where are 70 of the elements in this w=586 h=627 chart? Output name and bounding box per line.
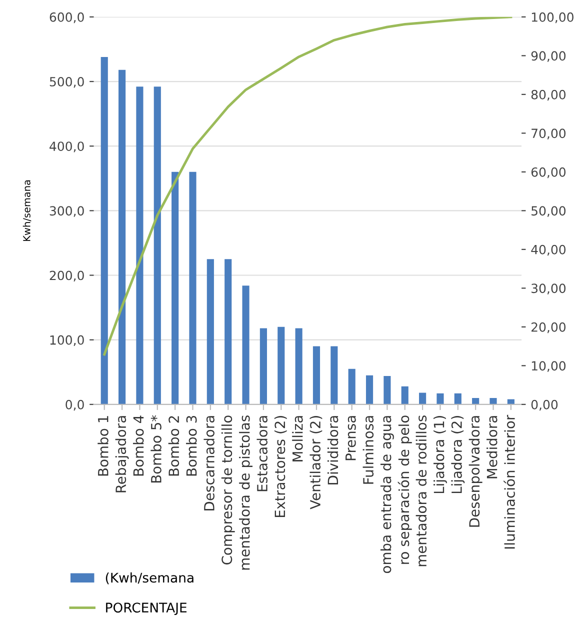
x-tick-label: Lijadora (1) [434,416,447,494]
y-tick-label: 400,0 [50,142,84,152]
y2-tick-label: 100,00 [532,12,574,24]
bar [454,393,462,404]
x-tick-label: Prensa [346,416,356,460]
y2-tick-label: 40,00 [531,244,566,256]
bar [100,56,108,404]
x-tick-label: Desenpolvadora [468,416,482,527]
bar [172,172,179,404]
x-tick-label: Descarnadora [204,416,214,510]
legend-label: (Kwh/semana [106,572,194,584]
x-tick-label: Bombo 1 [98,416,108,476]
bar [206,259,214,404]
y-tick-label: 600,0 [50,12,84,24]
x-tick-label: Bombo 3 [186,416,197,476]
bar [401,386,408,404]
y2-tick-label: 10,00 [532,361,566,372]
bar [348,368,356,404]
x-tick-label: omba entrada de agua [380,416,394,574]
bar [118,70,126,404]
x-tick-label: Medidora [486,416,498,478]
bar [242,286,250,404]
y2-tick-label: 80,00 [531,90,566,101]
bar [490,398,497,404]
x-tick-label: ro separación de pelo [398,416,412,564]
bar [154,86,161,404]
bar [224,259,232,404]
y2-tick-label: 90,00 [531,51,566,62]
bar [384,376,391,404]
bar [330,346,338,404]
x-tick-label: Iluminación interior [504,414,515,549]
y2-tick-label: 70,00 [532,128,566,140]
bar [278,326,285,404]
bar [260,328,267,404]
x-tick-label: Compresor de tornillo [221,416,235,564]
y-tick-label: 300,0 [50,206,84,217]
y-axis-title: Kwh/semana [22,180,32,241]
x-tick-label: Bombo 2 [168,416,180,476]
bar [295,328,302,404]
line-series [103,16,512,356]
x-tick-label: Divididora [327,416,338,484]
y2-tick-label: 20,00 [531,322,566,334]
x-tick-label: mentadora de pistolas [239,416,252,570]
y2-tick-label: 30,00 [532,284,566,294]
bar [436,393,444,404]
bar [366,375,374,404]
x-tick-label: Bombo 5* [150,415,162,483]
x-tick-label: Extractores (2) [274,416,287,517]
x-tick-label: Bombo 4 [133,416,144,476]
bar [419,392,426,404]
y2-tick-label: 50,00 [532,206,566,217]
x-tick-label: Fulminosa [362,416,374,484]
bar [507,399,514,404]
y-tick-label: 200,0 [50,270,84,282]
y-tick-label: 0,0 [66,400,84,411]
x-tick-label: Ventilador (2) [310,416,322,510]
y-tick-label: 100,0 [50,335,84,346]
x-tick-label: mentadora de rodillos [416,416,427,566]
y2-tick-label: 60,00 [531,167,566,178]
bar [472,398,480,404]
legend-label: PORCENTAJE [106,602,186,616]
x-tick-label: Rebajadora [115,416,129,492]
y2-tick-label: 0,00 [531,400,558,411]
bar [312,346,320,404]
x-tick-label: Molliza [292,416,303,462]
bar [136,86,144,404]
bar [189,172,196,404]
x-tick-label: Lijadora (2) [451,416,465,494]
y-tick-label: 500,0 [50,76,84,88]
x-tick-label: Estacadora [256,416,268,492]
